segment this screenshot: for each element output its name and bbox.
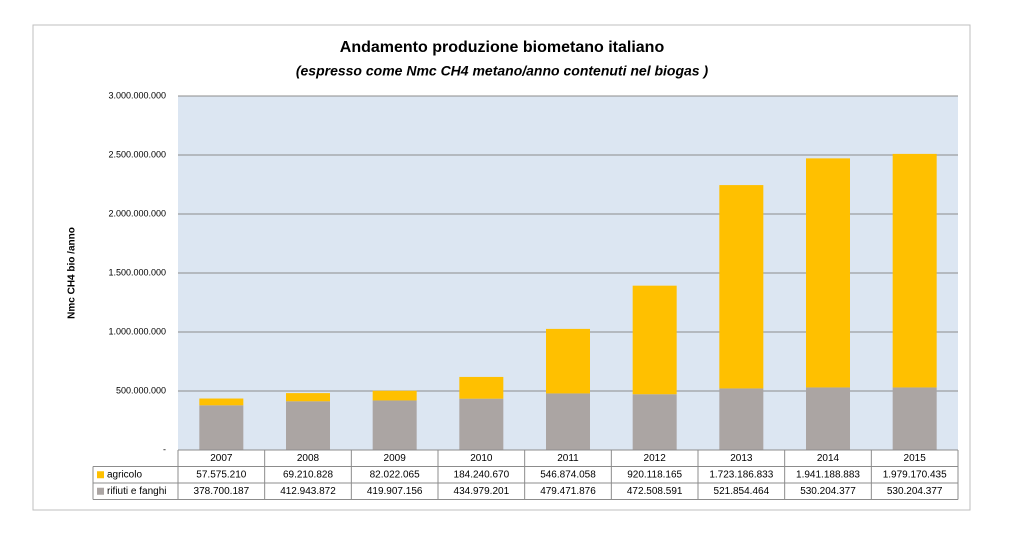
legend-label: rifiuti e fanghi bbox=[107, 486, 166, 497]
bar bbox=[199, 398, 244, 406]
bar bbox=[719, 388, 764, 450]
chart-subtitle: (espresso come Nmc CH4 metano/anno conte… bbox=[296, 63, 709, 79]
table-value: 479.471.876 bbox=[540, 486, 596, 497]
y-tick-label: 500.000.000 bbox=[116, 385, 166, 395]
table-value: 434.979.201 bbox=[454, 486, 510, 497]
bar bbox=[199, 405, 244, 450]
table-value: 412.943.872 bbox=[280, 486, 336, 497]
y-tick-label: - bbox=[163, 444, 166, 454]
x-tick-label: 2007 bbox=[210, 453, 233, 464]
y-tick-label: 2.000.000.000 bbox=[108, 208, 166, 218]
x-tick-label: 2012 bbox=[644, 453, 667, 464]
bar bbox=[459, 398, 504, 450]
table-value: 419.907.156 bbox=[367, 486, 423, 497]
table-value: 1.979.170.435 bbox=[883, 469, 947, 480]
y-tick-label: 1.500.000.000 bbox=[108, 267, 166, 277]
y-tick-label: 1.000.000.000 bbox=[108, 326, 166, 336]
bar bbox=[632, 285, 677, 395]
chart-title: Andamento produzione biometano italiano bbox=[340, 39, 665, 56]
y-tick-label: 2.500.000.000 bbox=[108, 149, 166, 159]
bar bbox=[719, 185, 764, 389]
x-tick-label: 2011 bbox=[557, 453, 579, 464]
x-tick-label: 2014 bbox=[817, 453, 840, 464]
table-value: 530.204.377 bbox=[800, 486, 856, 497]
bar bbox=[632, 394, 677, 450]
legend-label: agricolo bbox=[107, 469, 142, 480]
table-value: 1.723.186.833 bbox=[709, 469, 773, 480]
bar bbox=[806, 387, 850, 450]
x-tick-label: 2008 bbox=[297, 453, 320, 464]
bar bbox=[286, 393, 330, 402]
bar bbox=[806, 158, 850, 388]
table-value: 57.575.210 bbox=[196, 469, 246, 480]
bar bbox=[286, 401, 330, 450]
table-value: 1.941.188.883 bbox=[796, 469, 860, 480]
x-tick-label: 2010 bbox=[470, 453, 493, 464]
bar bbox=[892, 387, 937, 450]
bar bbox=[459, 376, 504, 399]
bar bbox=[892, 153, 937, 388]
bar bbox=[546, 328, 590, 394]
bar bbox=[372, 390, 417, 401]
table-value: 521.854.464 bbox=[714, 486, 770, 497]
table-value: 472.508.591 bbox=[627, 486, 683, 497]
x-tick-label: 2015 bbox=[904, 453, 927, 464]
x-tick-label: 2009 bbox=[384, 453, 407, 464]
table-value: 82.022.065 bbox=[370, 469, 420, 480]
bar bbox=[546, 393, 590, 450]
y-tick-label: 3.000.000.000 bbox=[108, 90, 166, 100]
x-tick-label: 2013 bbox=[730, 453, 753, 464]
legend-swatch bbox=[97, 487, 104, 495]
table-value: 69.210.828 bbox=[283, 469, 333, 480]
bar bbox=[372, 400, 417, 450]
table-value: 920.118.165 bbox=[627, 469, 682, 480]
y-axis-title: Nmc CH4 bio /anno bbox=[67, 227, 78, 319]
legend-swatch bbox=[97, 471, 104, 479]
table-value: 378.700.187 bbox=[194, 486, 250, 497]
table-value: 546.874.058 bbox=[540, 469, 596, 480]
table-value: 530.204.377 bbox=[887, 486, 943, 497]
table-value: 184.240.670 bbox=[454, 469, 510, 480]
